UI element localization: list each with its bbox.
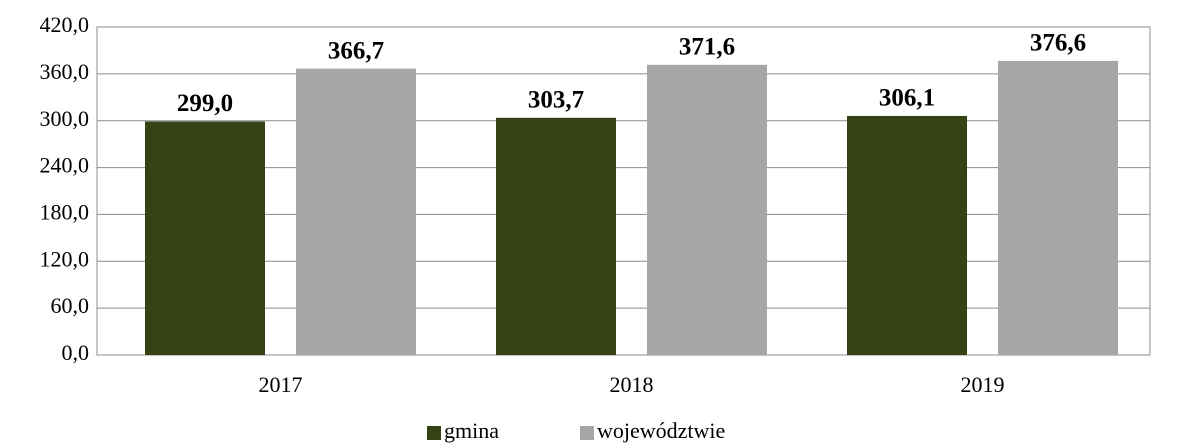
y-tick-label: 420,0 <box>40 12 90 37</box>
legend-label: gmina <box>444 418 499 443</box>
value-label: 371,6 <box>679 34 735 61</box>
value-label: 376,6 <box>1030 30 1086 57</box>
bar <box>847 115 967 356</box>
legend-swatch <box>580 426 594 440</box>
y-tick-label: 180,0 <box>40 199 90 224</box>
y-tick-label: 360,0 <box>40 59 90 84</box>
y-tick-label: 120,0 <box>40 246 90 271</box>
bar <box>647 64 767 355</box>
y-tick-label: 300,0 <box>40 106 90 131</box>
y-tick-label: 60,0 <box>51 293 90 318</box>
y-tick-label: 0,0 <box>62 340 90 365</box>
value-label: 303,7 <box>528 87 584 114</box>
value-label: 306,1 <box>879 85 935 112</box>
x-tick-label: 2019 <box>961 372 1005 397</box>
legend-label: województwie <box>597 418 725 443</box>
plot-border <box>96 26 1151 356</box>
legend-swatch <box>427 426 441 440</box>
value-label: 299,0 <box>177 90 233 117</box>
bar <box>496 117 616 355</box>
x-tick-label: 2017 <box>259 372 303 397</box>
y-tick-label: 240,0 <box>40 153 90 178</box>
bar <box>296 68 416 356</box>
value-label: 366,7 <box>328 37 384 64</box>
x-tick-label: 2018 <box>610 372 654 397</box>
bar <box>145 121 265 355</box>
bar <box>998 60 1118 355</box>
